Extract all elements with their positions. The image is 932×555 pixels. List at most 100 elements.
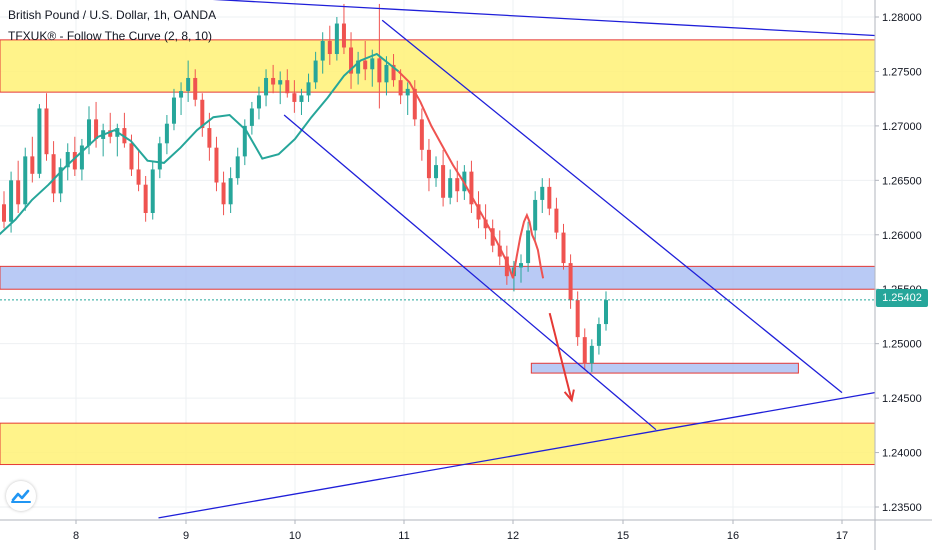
candle-body [285,80,290,94]
candle-body [356,60,361,74]
candle-body [398,80,403,96]
candle-body [419,119,424,150]
candle-body [334,23,339,55]
x-tick-label: 15 [617,530,629,542]
trendlines [158,0,875,519]
candle-body [377,58,382,83]
candle-body [271,77,276,85]
y-tick-label: 1.26000 [882,230,922,242]
candle-body [497,245,502,257]
candle-body [94,119,99,139]
candle-body [9,180,14,222]
candle-body [306,82,311,96]
candle-body [16,180,21,205]
candle-body [186,77,191,92]
y-tick-label: 1.23500 [882,502,922,514]
y-tick-label: 1.26500 [882,175,922,187]
x-tick-label: 9 [183,530,189,542]
candle-body [363,60,368,70]
candle-body [86,119,91,146]
candle-body [519,263,524,268]
candle-body [483,219,488,229]
candle-body [157,143,162,170]
candle-body [65,152,70,168]
candle-body [533,199,538,231]
candle-body [526,230,531,264]
candle-body [129,143,134,170]
candle-body [540,186,545,200]
x-tick-label: 16 [727,530,739,542]
candle-body [221,182,226,205]
candle-body [164,123,169,144]
y-tick-label: 1.27500 [882,66,922,78]
candle-body [412,88,417,120]
candle-body [249,108,254,126]
candle-body [391,64,396,81]
demand-zone [0,265,876,290]
moving-averages [0,52,545,279]
candle-body [384,64,389,83]
y-tick-label: 1.28000 [882,12,922,24]
time-axis-panel [0,520,932,550]
candle-body [596,324,601,346]
candle-body [44,108,49,155]
candle-body [193,77,198,100]
candle-body [455,178,460,192]
candle-body [200,99,205,129]
demand-zone [530,362,799,374]
y-tick-label: 1.24500 [882,393,922,405]
trendline [158,392,875,519]
candle-body [235,156,240,179]
candle-body [405,88,410,96]
candle-body [30,156,35,174]
candle-body [2,204,6,222]
candle-body [441,165,446,198]
arrow-shaft [548,312,573,401]
supply-zone [0,422,876,466]
candle-body [242,125,247,157]
fast-ma-line [512,212,545,279]
candle-body [37,108,42,174]
candle-body [143,184,148,213]
candle-body [568,263,573,301]
candle-body [299,95,304,102]
candle-body [313,60,318,83]
candle-body [320,40,325,61]
candle-body [327,40,332,55]
candle-body [108,130,113,137]
tradingview-logo[interactable] [6,481,36,511]
projection-arrow [548,312,575,403]
candle-body [582,337,587,364]
x-tick-label: 17 [836,530,848,542]
candle-body [79,145,84,170]
candle-body [179,91,184,98]
candle-body [547,186,552,209]
candle-body [469,171,474,205]
y-tick-label: 1.27000 [882,121,922,133]
candle-body [136,169,141,185]
candle-body [207,128,212,148]
candle-body [72,152,77,170]
chart-title: British Pound / U.S. Dollar, 1h, OANDA [8,8,217,22]
candle-body [278,80,283,85]
trendline [212,0,875,37]
candle-body [448,178,453,198]
slow-ma-line [0,52,400,236]
candle-body [228,178,233,205]
logo-icon [11,489,31,503]
candle-body [171,97,176,124]
x-tick-label: 8 [73,530,79,542]
indicator-title: TFXUK® - Follow The Curve (2, 8, 10) [8,29,213,43]
candle-body [264,77,269,96]
trendline [381,19,843,394]
candle-body [23,156,28,205]
last-price-badge: 1.25402 [876,289,928,307]
candle-body [214,147,219,183]
candle-body [150,169,155,213]
candle-body [256,95,261,109]
x-tick-label: 11 [398,530,409,542]
candle-body [476,204,481,220]
